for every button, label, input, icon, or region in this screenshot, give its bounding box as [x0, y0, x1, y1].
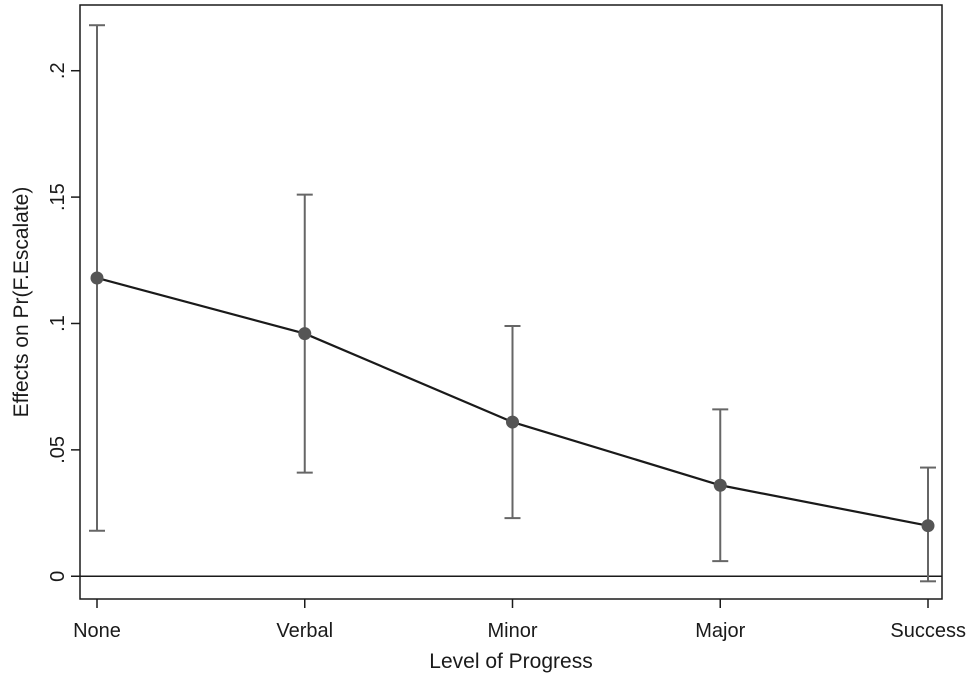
y-tick-label: .15 [47, 183, 69, 211]
x-tick-label: None [73, 620, 121, 642]
plot-frame [79, 4, 943, 600]
x-axis-title: Level of Progress [429, 650, 592, 673]
y-axis-ticks: 0 .05 .1 .15 .2 [47, 62, 80, 582]
x-tick-label: Minor [487, 620, 537, 642]
y-axis-title: Effects on Pr(F.Escalate) [10, 187, 33, 418]
data-point [506, 415, 519, 429]
x-tick-label: Verbal [276, 620, 333, 642]
y-tick-label: 0 [47, 571, 69, 582]
x-tick-label: Success [890, 620, 966, 642]
data-point [921, 519, 935, 533]
data-point [90, 271, 104, 285]
x-tick-label: Major [695, 620, 745, 642]
data-points [90, 271, 935, 533]
x-axis-ticks: None Verbal Minor Major Success [73, 599, 966, 642]
y-tick-label: .1 [47, 315, 69, 332]
data-point [713, 478, 727, 492]
y-tick-label: .05 [47, 436, 69, 464]
y-tick-label: .2 [47, 62, 69, 79]
data-point [298, 327, 312, 341]
error-bars [89, 24, 936, 583]
